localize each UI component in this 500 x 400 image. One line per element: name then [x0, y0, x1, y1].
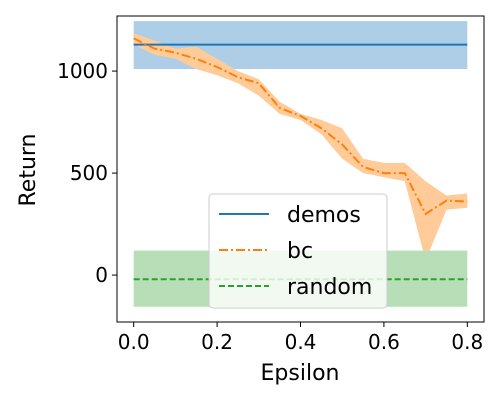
legend-box — [208, 193, 388, 309]
x-tick-label: 0.4 — [285, 330, 317, 354]
y-axis-label: Return — [16, 133, 41, 206]
x-axis-label: Epsilon — [261, 361, 340, 386]
y-tick-label: 0 — [95, 263, 108, 287]
bc-band — [133, 33, 468, 261]
x-tick-label: 0.8 — [451, 330, 483, 354]
x-tick-label: 0.0 — [118, 330, 150, 354]
bc-line — [133, 37, 468, 216]
y-tick-label: 1000 — [57, 59, 108, 83]
legend: demos bc random — [208, 193, 388, 309]
legend-label-bc: bc — [287, 239, 313, 264]
legend-label-demos: demos — [287, 203, 361, 228]
x-axis: 0.0 0.2 0.4 0.6 0.8 — [118, 322, 483, 354]
x-tick-label: 0.6 — [368, 330, 400, 354]
legend-label-random: random — [287, 275, 372, 300]
y-axis: 0 500 1000 — [57, 59, 117, 287]
y-tick-label: 500 — [70, 161, 108, 185]
x-tick-label: 0.2 — [201, 330, 233, 354]
